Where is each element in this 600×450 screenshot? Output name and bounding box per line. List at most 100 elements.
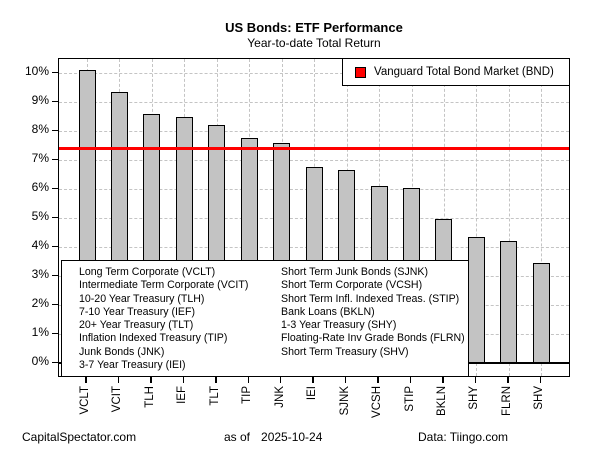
x-axis-tick [539,377,542,383]
footer-as-of: as of 2025-10-24 [224,430,322,444]
legend-red-square-icon [355,67,366,78]
x-axis-label-text: JNK [273,386,286,408]
x-axis-label-text: IEF [176,386,189,404]
x-axis-label-text: STIP [403,386,416,412]
grid-line-h [59,73,569,74]
etf-key-item: Short Term Infl. Indexed Treas. (STIP) [281,292,460,305]
x-axis-label: VCIT [110,386,136,412]
y-axis-label: 1% [31,325,49,339]
x-axis-label: SHV [532,386,556,410]
y-axis-tick [52,100,58,102]
x-axis-label-text: FLRN [500,386,513,417]
chart-subtitle: Year-to-date Total Return [247,36,381,50]
x-axis-tick [312,377,314,383]
x-axis-label-text: SJNK [338,386,351,416]
x-axis-label-text: SHY [468,386,481,410]
bar-SHV [532,262,550,363]
y-axis-label: 9% [31,93,49,107]
x-axis-tick [85,377,87,383]
etf-key-item: Short Term Junk Bonds (SJNK) [281,266,428,278]
etf-key-item: Long Term Corporate (VCLT) [79,266,216,278]
reference-line [59,146,569,150]
x-axis-label: JNK [273,386,295,408]
x-axis-label-text: BKLN [435,386,448,417]
y-axis-tick [52,274,58,276]
x-axis-label-text: VCIT [111,386,124,413]
y-axis-label: 2% [31,296,49,310]
y-axis-tick [52,245,58,247]
x-axis-label-text: SHV [533,386,546,410]
x-axis-label-text: VCSH [371,386,384,418]
y-axis-label: 0% [31,354,49,368]
etf-key-right-column: Short Term Junk Bonds (SJNK) Short Term C… [281,266,465,359]
x-axis-tick [150,377,152,383]
x-axis-label: FLRN [500,386,530,416]
y-axis-tick [52,187,58,189]
x-axis-label-text: TIP [241,386,254,404]
y-axis-tick [52,216,58,218]
footer-source-site: CapitalSpectator.com [22,430,137,444]
x-axis-label: TLH [143,386,165,408]
etf-key-box: Long Term Corporate (VCLT) Intermediate T… [61,260,469,377]
x-axis-label: SHY [467,386,491,410]
etf-key-item: 20+ Year Treasury (TLT) [79,319,194,332]
x-axis-tick [474,377,477,383]
y-axis-label: 7% [31,151,49,165]
etf-key-item: Floating-Rate Inv Grade Bonds (FLRN) [281,332,465,345]
y-axis-tick [52,332,58,334]
y-axis-label: 5% [31,209,49,223]
chart-title: US Bonds: ETF Performance [225,20,403,35]
etf-key-item: Short Term Corporate (VCSH) [281,279,423,292]
etf-key-item: Short Term Treasury (SHV) [281,345,409,358]
grid-line-v [443,59,445,376]
x-axis-label: SJNK [338,386,367,415]
x-axis-tick [247,377,249,383]
x-axis-label: IEF [175,386,193,404]
x-axis-label-text: TLH [143,386,156,408]
etf-key-item: Junk Bonds (JNK) [79,345,165,358]
bar-FLRN [500,241,518,363]
x-axis-tick [279,377,282,383]
x-axis-label: VCLT [78,386,107,415]
bar-SHY [467,236,485,363]
y-axis-label: 8% [31,122,49,136]
x-axis-tick [117,377,120,383]
etf-key-item: Bank Loans (BKLN) [281,305,375,318]
x-axis-label: TIP [240,386,258,404]
etf-key-item: Inflation Indexed Treasury (TIP) [79,332,228,345]
x-axis-tick [409,377,412,383]
x-axis-tick [377,377,379,383]
x-axis-label: VCSH [370,386,402,418]
etf-key-item: 10-20 Year Treasury (TLH) [79,292,205,305]
y-axis-tick [52,71,58,73]
x-axis-label-text: VCLT [79,386,91,415]
y-axis-label: 3% [31,267,49,281]
y-axis-tick [52,361,58,363]
y-axis-tick [52,158,58,160]
grid-line-v [508,59,510,376]
grid-line-v [541,59,543,376]
x-axis-tick [507,377,509,383]
x-axis-label: BKLN [435,386,465,416]
legend-label: Vanguard Total Bond Market (BND) [374,66,554,78]
etf-key-item: 3-7 Year Treasury (IEI) [79,359,186,372]
y-axis-tick [52,129,58,131]
legend-box: Vanguard Total Bond Market (BND) [342,58,570,86]
grid-line-h [59,160,569,161]
y-axis-tick [52,303,58,305]
y-axis-label: 6% [31,180,49,194]
x-axis-tick [442,377,444,383]
etf-key-item: 7-10 Year Treasury (IEF) [79,305,195,318]
x-axis-tick [215,377,217,383]
etf-key-item: 1-3 Year Treasury (SHY) [281,319,397,332]
grid-line-v [476,59,478,376]
x-axis-label: TLT [208,386,228,406]
x-axis-tick [344,377,347,383]
plot-area: Vanguard Total Bond Market (BND) Long Te… [58,58,570,377]
footer-data-source: Data: Tiingo.com [418,430,509,444]
x-axis-label: STIP [403,386,429,412]
grid-line-h [59,102,569,103]
grid-line-h [59,131,569,132]
etf-key-left-column: Long Term Corporate (VCLT) Intermediate T… [79,266,248,372]
